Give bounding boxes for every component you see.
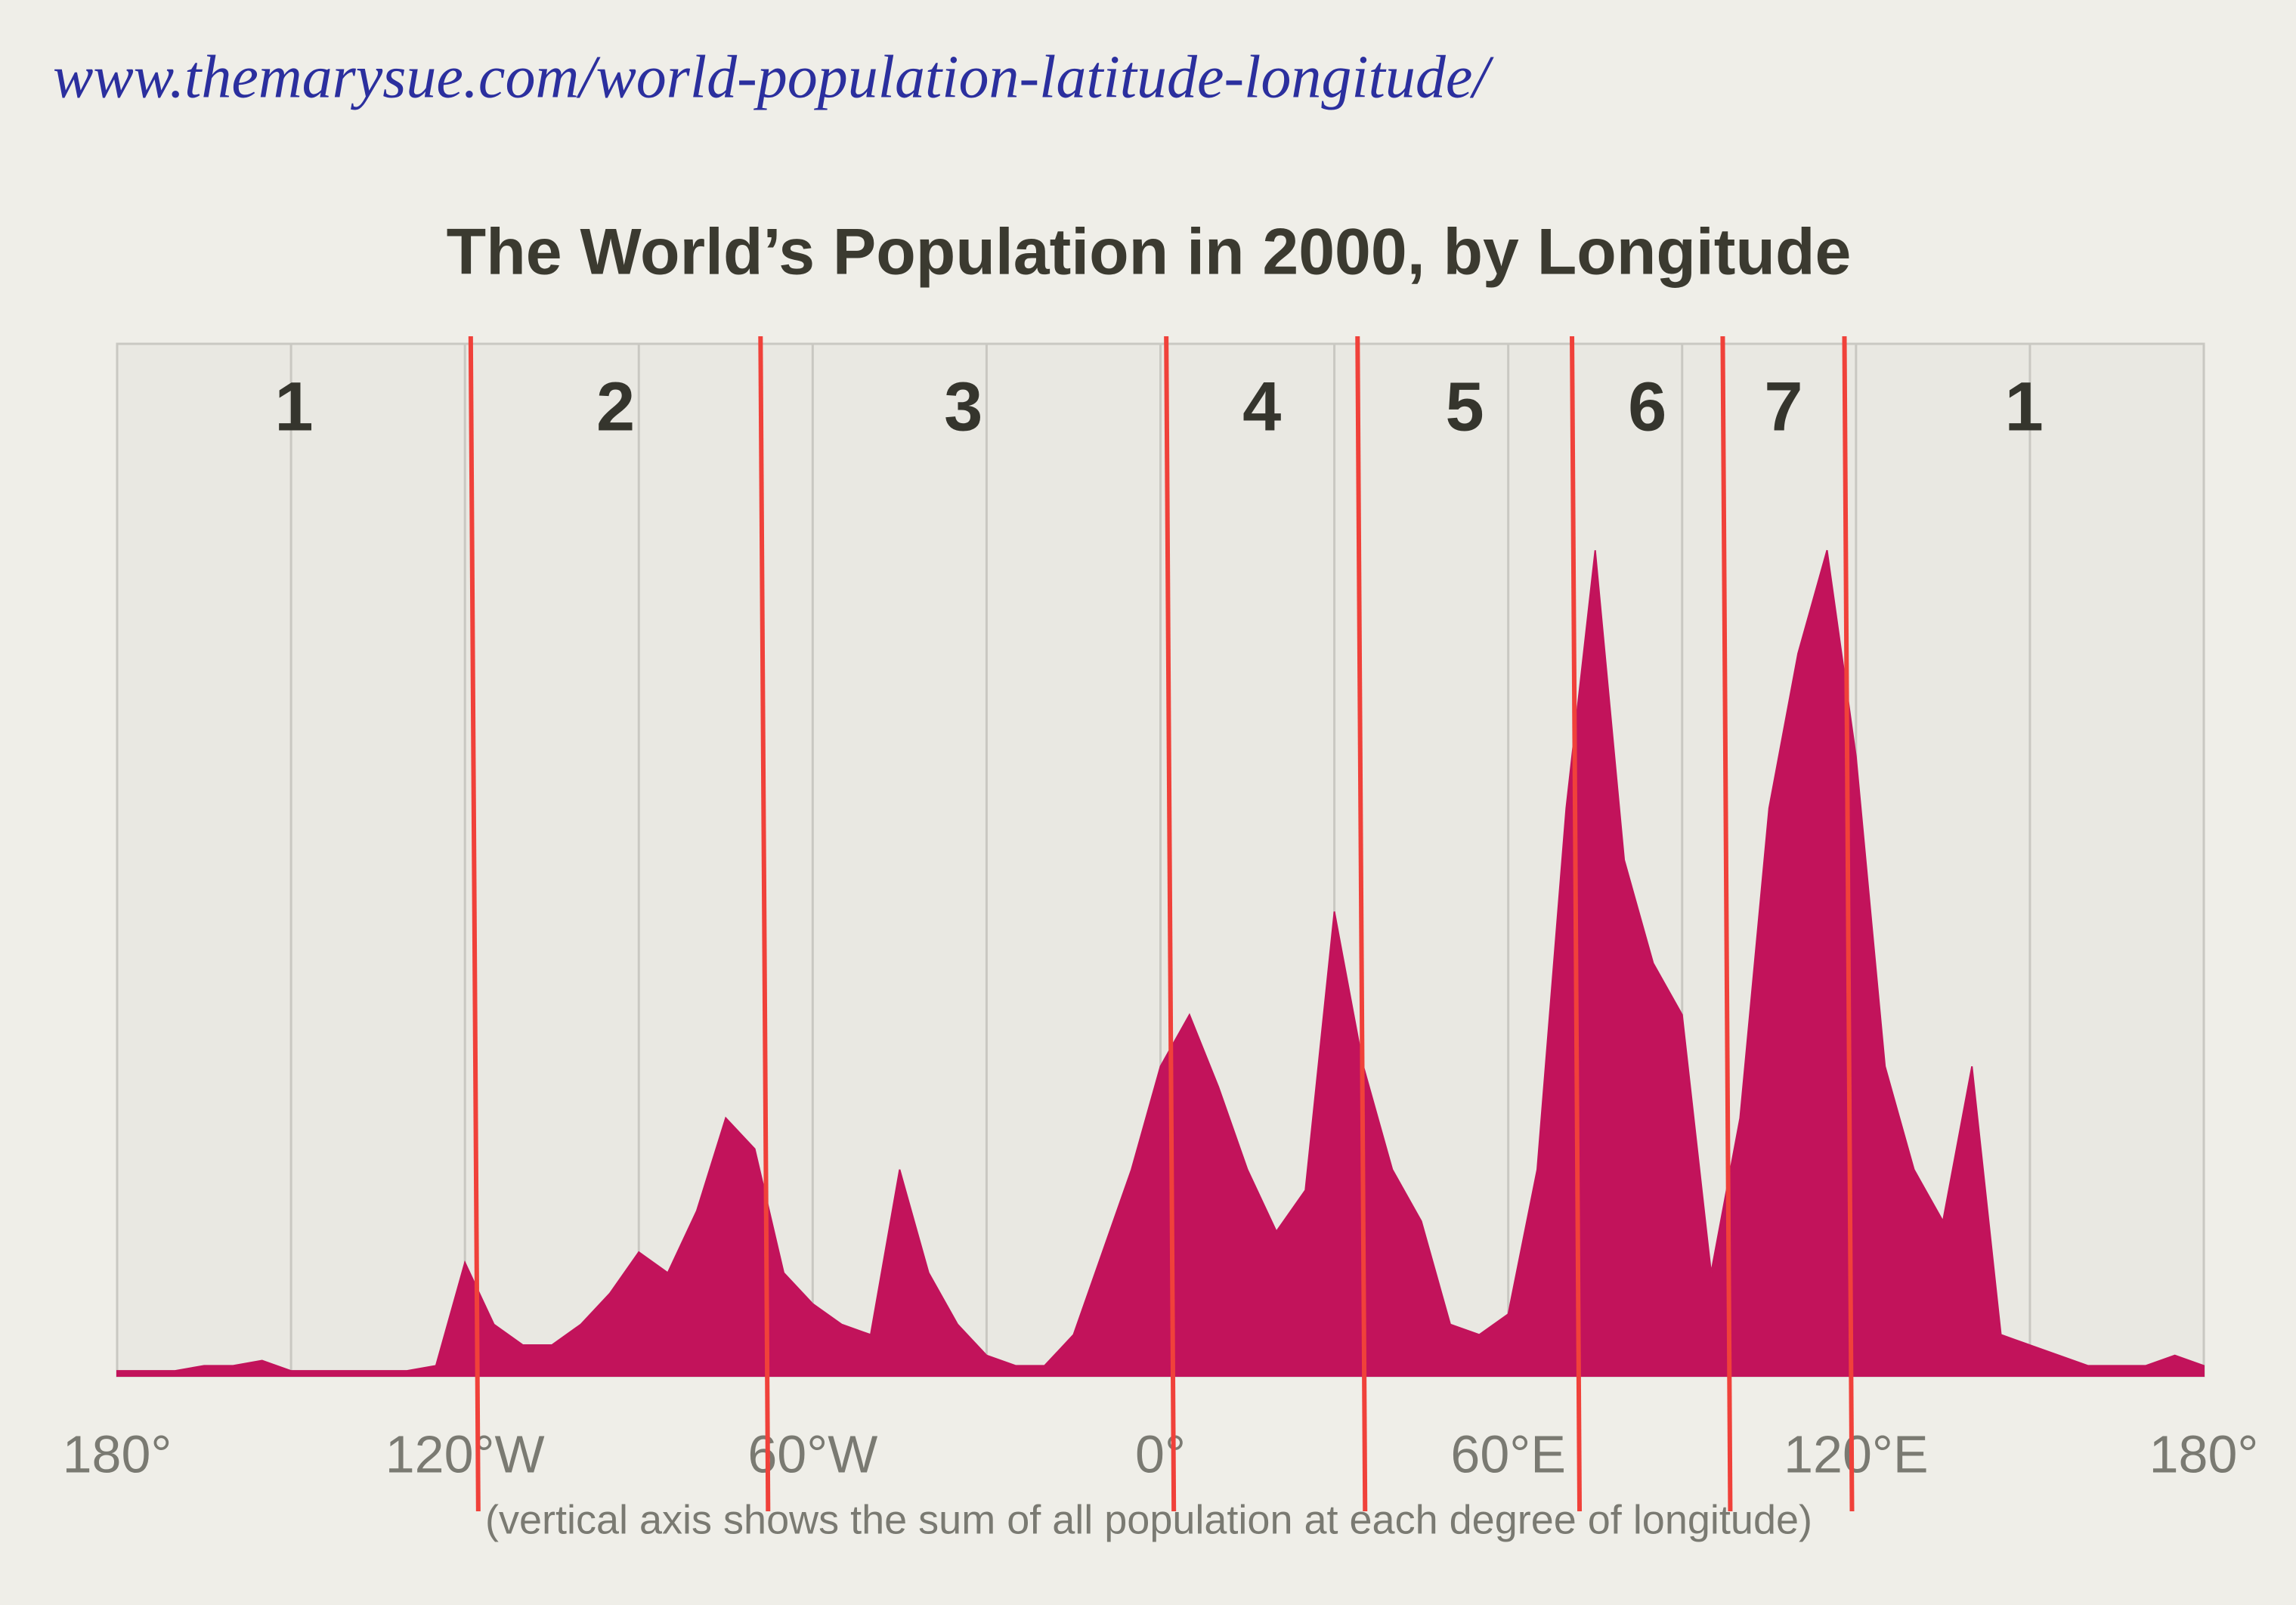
zone-divider <box>1355 336 1368 1512</box>
zone-label: 1 <box>274 368 313 445</box>
zone-label: 1 <box>2005 368 2044 445</box>
zone-divider <box>1164 336 1177 1512</box>
x-tick-label: 60°E <box>1450 1424 1566 1483</box>
x-tick-label: 120°E <box>1784 1424 1928 1483</box>
x-tick-label: 180° <box>63 1424 172 1483</box>
zone-divider <box>1570 336 1583 1512</box>
zone-label: 5 <box>1446 368 1484 445</box>
zone-divider <box>1720 336 1733 1512</box>
x-tick-label: 180° <box>2149 1424 2259 1483</box>
zone-divider <box>1842 336 1855 1512</box>
caption: (vertical axis shows the sum of all popu… <box>485 1497 1812 1542</box>
zone-label: 7 <box>1764 368 1802 445</box>
x-tick-label: 0° <box>1135 1424 1186 1483</box>
handwritten-url: www.themarysue.com/world-population-lati… <box>53 44 1494 110</box>
zone-label: 3 <box>944 368 982 445</box>
zone-label: 4 <box>1242 368 1281 445</box>
zone-divider <box>468 336 481 1512</box>
x-tick-label: 120°W <box>385 1424 545 1483</box>
zone-divider <box>758 336 771 1512</box>
zone-label: 2 <box>596 368 635 445</box>
chart-title: The World’s Population in 2000, by Longi… <box>447 216 1852 289</box>
population-area <box>116 549 2205 1377</box>
zone-label: 6 <box>1628 368 1666 445</box>
